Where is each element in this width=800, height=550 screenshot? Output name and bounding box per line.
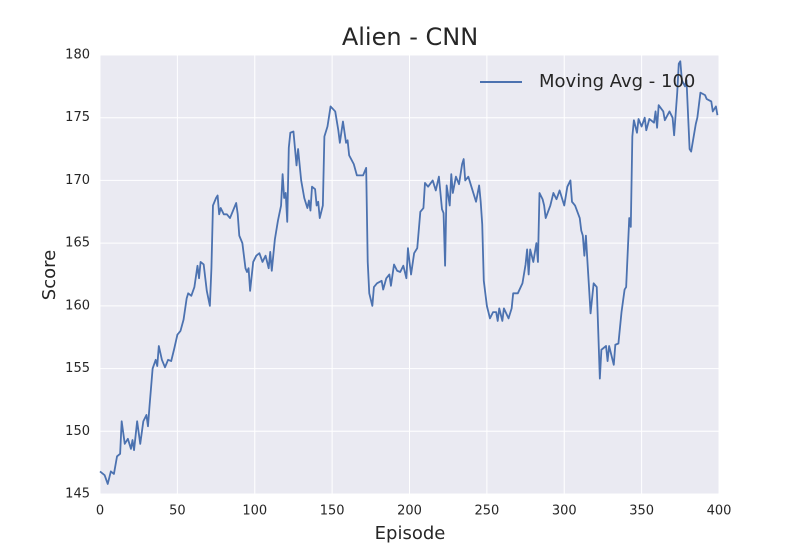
x-tick-label: 400 [707, 504, 732, 519]
y-tick-label: 165 [65, 236, 90, 251]
legend-label: Moving Avg - 100 [539, 71, 695, 92]
x-tick-label: 300 [552, 504, 577, 519]
x-tick-label: 200 [397, 504, 422, 519]
chart-title: Alien - CNN [342, 23, 478, 51]
x-tick-label: 350 [629, 504, 654, 519]
y-axis-label: Score [39, 250, 60, 300]
data-line [99, 60, 719, 485]
y-tick-label: 155 [65, 361, 90, 376]
y-tick-label: 145 [65, 487, 90, 502]
x-axis-label: Episode [375, 523, 446, 544]
y-tick-label: 175 [65, 110, 90, 125]
y-tick-label: 180 [65, 48, 90, 63]
x-tick-label: 150 [320, 504, 345, 519]
y-tick-label: 170 [65, 173, 90, 188]
x-tick-label: 50 [169, 504, 186, 519]
x-tick-label: 100 [242, 504, 267, 519]
y-tick-label: 150 [65, 424, 90, 439]
x-tick-label: 250 [474, 504, 499, 519]
y-tick-label: 160 [65, 298, 90, 313]
x-tick-label: 0 [96, 504, 104, 519]
